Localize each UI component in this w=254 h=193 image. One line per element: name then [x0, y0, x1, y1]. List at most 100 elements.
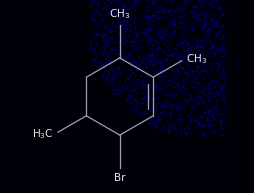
Point: [230, 0, 234, 3]
Point: [125, 96, 130, 99]
Point: [187, 115, 192, 118]
Point: [134, 68, 138, 71]
Point: [104, 57, 108, 60]
Point: [196, 73, 200, 76]
Point: [198, 114, 202, 117]
Point: [134, 48, 138, 52]
Point: [188, 11, 192, 14]
Point: [93, 47, 97, 50]
Point: [226, 84, 230, 87]
Point: [139, 31, 144, 34]
Point: [136, 33, 140, 36]
Point: [100, 33, 104, 36]
Point: [180, 90, 184, 93]
Point: [198, 40, 202, 43]
Point: [121, 36, 125, 39]
Point: [169, 20, 173, 23]
Point: [111, 48, 115, 51]
Point: [198, 45, 202, 48]
Point: [210, 21, 214, 24]
Point: [191, 96, 195, 99]
Point: [159, 112, 163, 115]
Point: [211, 45, 215, 48]
Point: [230, 105, 234, 108]
Point: [158, 60, 162, 63]
Point: [213, 35, 217, 38]
Point: [92, 49, 96, 52]
Point: [122, 10, 126, 13]
Point: [179, 19, 183, 22]
Point: [199, 58, 203, 61]
Point: [168, 1, 172, 4]
Point: [199, 0, 203, 2]
Point: [160, 127, 164, 130]
Point: [207, 124, 211, 127]
Point: [223, 6, 227, 9]
Point: [154, 125, 158, 129]
Point: [148, 53, 152, 56]
Point: [220, 45, 224, 48]
Point: [230, 29, 234, 32]
Point: [150, 57, 154, 60]
Point: [148, 85, 152, 88]
Point: [125, 84, 129, 87]
Point: [144, 0, 148, 2]
Point: [160, 67, 164, 70]
Point: [133, 73, 137, 76]
Point: [201, 0, 205, 2]
Point: [176, 53, 180, 56]
Point: [144, 28, 148, 31]
Point: [134, 83, 138, 86]
Point: [167, 26, 171, 30]
Point: [175, 57, 179, 60]
Point: [180, 50, 184, 53]
Point: [151, 81, 155, 85]
Point: [104, 52, 108, 55]
Point: [125, 33, 129, 36]
Point: [172, 10, 176, 13]
Point: [158, 4, 162, 8]
Point: [133, 98, 137, 101]
Point: [199, 25, 203, 29]
Point: [94, 21, 98, 25]
Point: [220, 48, 224, 51]
Point: [108, 47, 113, 50]
Point: [224, 74, 228, 77]
Point: [220, 11, 224, 14]
Point: [187, 33, 191, 36]
Point: [215, 9, 219, 12]
Point: [87, 44, 91, 47]
Point: [138, 25, 142, 28]
Point: [216, 75, 220, 78]
Point: [93, 25, 98, 29]
Point: [229, 23, 233, 26]
Point: [218, 26, 222, 29]
Point: [187, 130, 192, 134]
Point: [192, 118, 196, 121]
Point: [200, 48, 204, 52]
Point: [204, 104, 208, 107]
Point: [225, 43, 229, 46]
Point: [129, 41, 133, 44]
Point: [103, 53, 107, 57]
Point: [107, 13, 111, 16]
Point: [94, 9, 99, 12]
Point: [140, 87, 144, 90]
Point: [225, 103, 229, 106]
Point: [157, 68, 161, 71]
Point: [140, 83, 145, 86]
Point: [128, 30, 132, 33]
Point: [207, 90, 211, 93]
Point: [153, 87, 157, 90]
Point: [216, 132, 220, 135]
Point: [179, 113, 183, 117]
Point: [158, 3, 162, 6]
Point: [215, 18, 219, 21]
Point: [225, 101, 229, 104]
Point: [98, 33, 102, 36]
Point: [169, 32, 173, 36]
Point: [164, 58, 168, 61]
Point: [170, 52, 174, 55]
Point: [110, 36, 114, 39]
Point: [181, 15, 185, 18]
